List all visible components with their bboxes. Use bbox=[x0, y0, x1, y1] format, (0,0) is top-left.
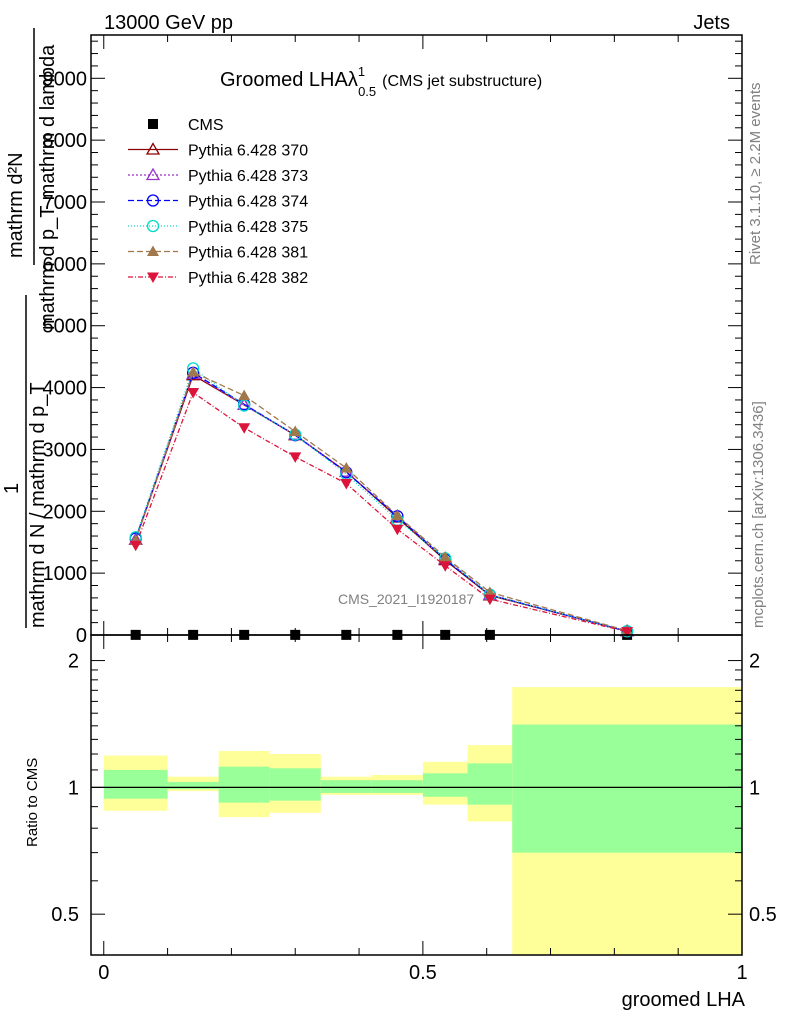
data-point-s381 bbox=[391, 509, 404, 521]
y-tick-label: 6000 bbox=[43, 254, 88, 276]
uncertainty-band-green bbox=[371, 780, 423, 793]
series-s382 bbox=[129, 388, 634, 638]
data-point-s381 bbox=[289, 425, 302, 436]
y-tick-label: 5000 bbox=[43, 316, 88, 338]
legend-marker-s374 bbox=[146, 194, 160, 207]
y-tick-label: 9000 bbox=[43, 68, 88, 90]
legend-marker-s381 bbox=[147, 245, 159, 256]
uncertainty-band-green bbox=[467, 763, 513, 805]
data-point-s381 bbox=[187, 366, 200, 377]
legend: CMS Pythia 6.428 370 Pythia 6.428 373 Pythi… bbox=[128, 117, 308, 287]
legend-label-s381: Pythia 6.428 381 bbox=[188, 245, 308, 262]
y-tick-label: 4000 bbox=[43, 378, 88, 400]
data-point-s381 bbox=[439, 551, 452, 562]
y-tick-label: 1000 bbox=[43, 563, 88, 585]
chart-title-sub: 0.5 bbox=[358, 84, 376, 99]
data-point-s382 bbox=[340, 478, 353, 490]
ratio-plot-panel: 0.5 0.5 1 1 2 2 0 0.5 1 groomed LHA bbox=[51, 634, 777, 1011]
legend-label-s370: Pythia 6.428 370 bbox=[188, 143, 308, 160]
ratio-y-tick-label-right: 0.5 bbox=[749, 904, 777, 926]
main-y-axis-label: mathrm d²N mathrm d p_T mathrm d lambda … bbox=[1, 28, 59, 628]
ratio-y-tick-label-left: 2 bbox=[68, 651, 79, 673]
chart-title-paren: (CMS jet substructure) bbox=[382, 73, 542, 90]
main-plot-panel: Groomed LHAλ1 0.5 (CMS jet substructure) 0 1… bbox=[43, 34, 743, 647]
legend-label-s374: Pythia 6.428 374 bbox=[188, 194, 308, 211]
x-tick-label: 1 bbox=[736, 962, 747, 984]
data-point-s382 bbox=[187, 388, 200, 399]
y-tick-label: 0 bbox=[76, 625, 87, 647]
ratio-y-tick-label-left: 1 bbox=[68, 777, 79, 799]
ratio-y-tick-label-left: 0.5 bbox=[51, 904, 79, 926]
data-point-s382 bbox=[289, 452, 302, 463]
ylabel-top-denominator: mathrm d p_T mathrm d lambda bbox=[37, 44, 59, 330]
legend-marker-cms bbox=[148, 119, 158, 129]
uncertainty-band-green bbox=[422, 773, 468, 797]
ratio-y-axis-label: Ratio to CMS bbox=[24, 758, 41, 847]
data-point-s382 bbox=[391, 524, 404, 536]
chart-title-sup: 1 bbox=[358, 64, 365, 79]
uncertainty-band-green bbox=[512, 724, 742, 853]
legend-label-s373: Pythia 6.428 373 bbox=[188, 168, 308, 185]
rivet-label: Rivet 3.1.10, ≥ 2.2M events bbox=[747, 83, 764, 266]
data-point-s381 bbox=[483, 586, 496, 597]
data-point-s381 bbox=[340, 461, 353, 473]
ylabel-fraction-numerator: mathrm d N / mathrm d p_T bbox=[27, 382, 49, 628]
data-point-s382 bbox=[621, 627, 634, 638]
uncertainty-band-green bbox=[218, 766, 270, 803]
ratio-frame bbox=[90, 634, 743, 956]
data-point-s382 bbox=[483, 594, 496, 606]
y-tick-label: 8000 bbox=[43, 130, 88, 152]
x-tick-label: 0.5 bbox=[409, 962, 437, 984]
y-tick-label: 3000 bbox=[43, 439, 88, 461]
legend-marker-s373 bbox=[145, 167, 161, 181]
uncertainty-band-green bbox=[269, 768, 321, 801]
legend-marker-s375 bbox=[146, 219, 160, 233]
ratio-y-tick-label-right: 1 bbox=[749, 777, 760, 799]
chart-title: Groomed LHAλ1 0.5 (CMS jet substructure) bbox=[220, 64, 542, 99]
mcplots-label: mcplots.cern.ch [arXiv:1306.3436] bbox=[750, 401, 767, 628]
y-tick-label: 7000 bbox=[43, 192, 88, 214]
data-point-s382 bbox=[129, 540, 142, 552]
data-point-s382 bbox=[238, 423, 251, 434]
ylabel-top-numerator: mathrm d²N bbox=[5, 152, 27, 258]
uncertainty-band-green bbox=[103, 769, 168, 799]
data-point-s381 bbox=[238, 389, 251, 401]
ratio-y-tick-label-right: 2 bbox=[749, 651, 760, 673]
data-point-s382 bbox=[439, 561, 452, 572]
legend-label-s382: Pythia 6.428 382 bbox=[188, 270, 308, 287]
ylabel-one: 1 bbox=[1, 483, 23, 494]
uncertainty-band-green bbox=[320, 780, 372, 793]
uncertainty-band-green bbox=[167, 781, 219, 790]
x-axis-label: groomed LHA bbox=[622, 989, 746, 1011]
x-tick-label: 0 bbox=[98, 962, 109, 984]
legend-marker-s370 bbox=[145, 142, 161, 155]
legend-label-cms: CMS bbox=[188, 117, 224, 134]
y-tick-label: 2000 bbox=[43, 501, 88, 523]
watermark: CMS_2021_I1920187 bbox=[338, 591, 474, 607]
chart-title-lambda: λ bbox=[348, 69, 358, 91]
legend-label-s375: Pythia 6.428 375 bbox=[188, 219, 308, 236]
header-right-label: Jets bbox=[693, 12, 730, 34]
header-left-label: 13000 GeV pp bbox=[104, 12, 233, 34]
legend-marker-s382 bbox=[147, 272, 159, 283]
chart-title-main: Groomed LHA bbox=[220, 69, 348, 91]
